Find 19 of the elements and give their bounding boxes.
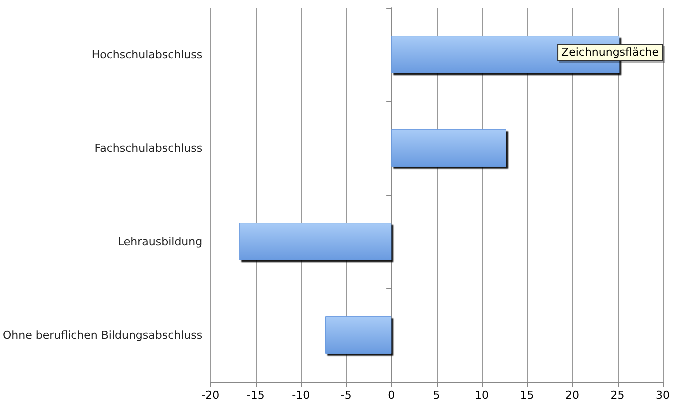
- x-tick-label: 30: [656, 389, 670, 402]
- x-tick-label: 10: [475, 389, 490, 402]
- y-tick-label: Ohne beruflichen Bildungsabschluss: [2, 328, 203, 342]
- bar: [326, 316, 392, 354]
- y-tick-label: Hochschulabschluss: [92, 48, 203, 62]
- x-tick-label: -15: [246, 389, 265, 402]
- bar: [240, 223, 392, 260]
- x-tick-label: 25: [610, 389, 625, 402]
- y-tick-label: Lehrausbildung: [118, 235, 203, 248]
- y-tick-label: Fachschulabschluss: [94, 142, 203, 155]
- annotation: Zeichnungsfläche: [562, 46, 660, 59]
- x-tick-label: 5: [433, 389, 440, 402]
- x-tick-label: -5: [340, 389, 352, 402]
- x-tick-label: -10: [292, 389, 310, 402]
- x-tick-label: 0: [388, 389, 396, 402]
- x-tick-label: -20: [202, 389, 220, 402]
- bar: [392, 130, 506, 167]
- x-tick-label: 20: [566, 389, 580, 402]
- x-tick-label: 15: [520, 389, 534, 402]
